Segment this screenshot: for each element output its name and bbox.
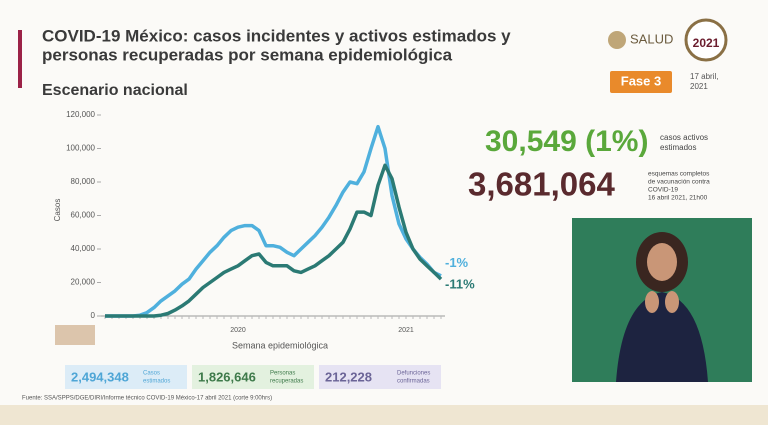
emblem [684, 18, 728, 62]
x-tick-label: 2021 [398, 327, 414, 334]
logo-text: SALUD [630, 31, 673, 46]
date: 17 abril, [690, 72, 718, 81]
logo-icon [608, 31, 626, 49]
title-line: personas recuperadas por semana epidemio… [42, 45, 453, 64]
phase-badge [610, 71, 672, 93]
summary: 2,494,348 Casos estimados 1,826,646 Personas… [65, 365, 441, 389]
interpreter-video [572, 218, 752, 382]
source: Fuente: SSA/SPPS/DGE/DIRI/Informe técnic… [22, 396, 272, 402]
summary-box [319, 365, 441, 389]
y-axis-label: Casos [53, 199, 62, 222]
annotation: -1% [445, 255, 469, 270]
vaccinated-label: 16 abril 2021, 21h00 [648, 195, 708, 202]
active-cases: 30,549 (1%) [485, 125, 648, 158]
active-label: casos activos [660, 133, 708, 142]
x-axis-label: Semana epidemiológica [232, 340, 328, 350]
y-tick-label: 80,000 [71, 177, 96, 186]
series-line [105, 163, 443, 318]
date: 2021 [690, 82, 708, 91]
summary-label: estimados [143, 379, 170, 385]
summary-label: Defunciones [397, 371, 430, 377]
annotation: -11% [445, 277, 475, 292]
vaccinated: 3,681,064 [468, 166, 615, 203]
decoration [55, 325, 95, 345]
y-tick-label: 0 [91, 311, 96, 320]
y-tick-label: 40,000 [71, 244, 96, 253]
phase-text: Fase 3 [621, 73, 661, 88]
y-tick-label: 120,000 [66, 110, 95, 119]
series-line [105, 124, 442, 318]
vaccinated-label: esquemas completos [648, 171, 710, 178]
summary-label: recuperadas [270, 379, 303, 385]
accent-bar [18, 30, 22, 88]
vaccinated-label: de vacunación contra [648, 179, 710, 186]
summary-box [65, 365, 187, 389]
section-title: Escenario nacional [42, 82, 188, 99]
summary-label: Casos [143, 371, 160, 377]
summary-value: 2,494,348 [71, 369, 129, 384]
x-tick-label: 2020 [230, 327, 246, 334]
emblem-text: 2021 [693, 36, 720, 50]
y-tick-label: 20,000 [71, 278, 96, 287]
y-tick-label: 60,000 [71, 211, 96, 220]
summary-box [192, 365, 314, 389]
summary-label: Personas [270, 371, 295, 377]
summary-label: confirmadas [397, 379, 430, 385]
summary-value: 1,826,646 [198, 369, 256, 384]
summary-value: 212,228 [325, 369, 372, 384]
title-line: COVID-19 México: casos incidentes y acti… [42, 26, 511, 45]
active-label: estimados [660, 143, 696, 152]
y-tick-label: 100,000 [66, 144, 95, 153]
vaccinated-label: COVID-19 [648, 187, 678, 194]
footer-band [0, 405, 768, 425]
